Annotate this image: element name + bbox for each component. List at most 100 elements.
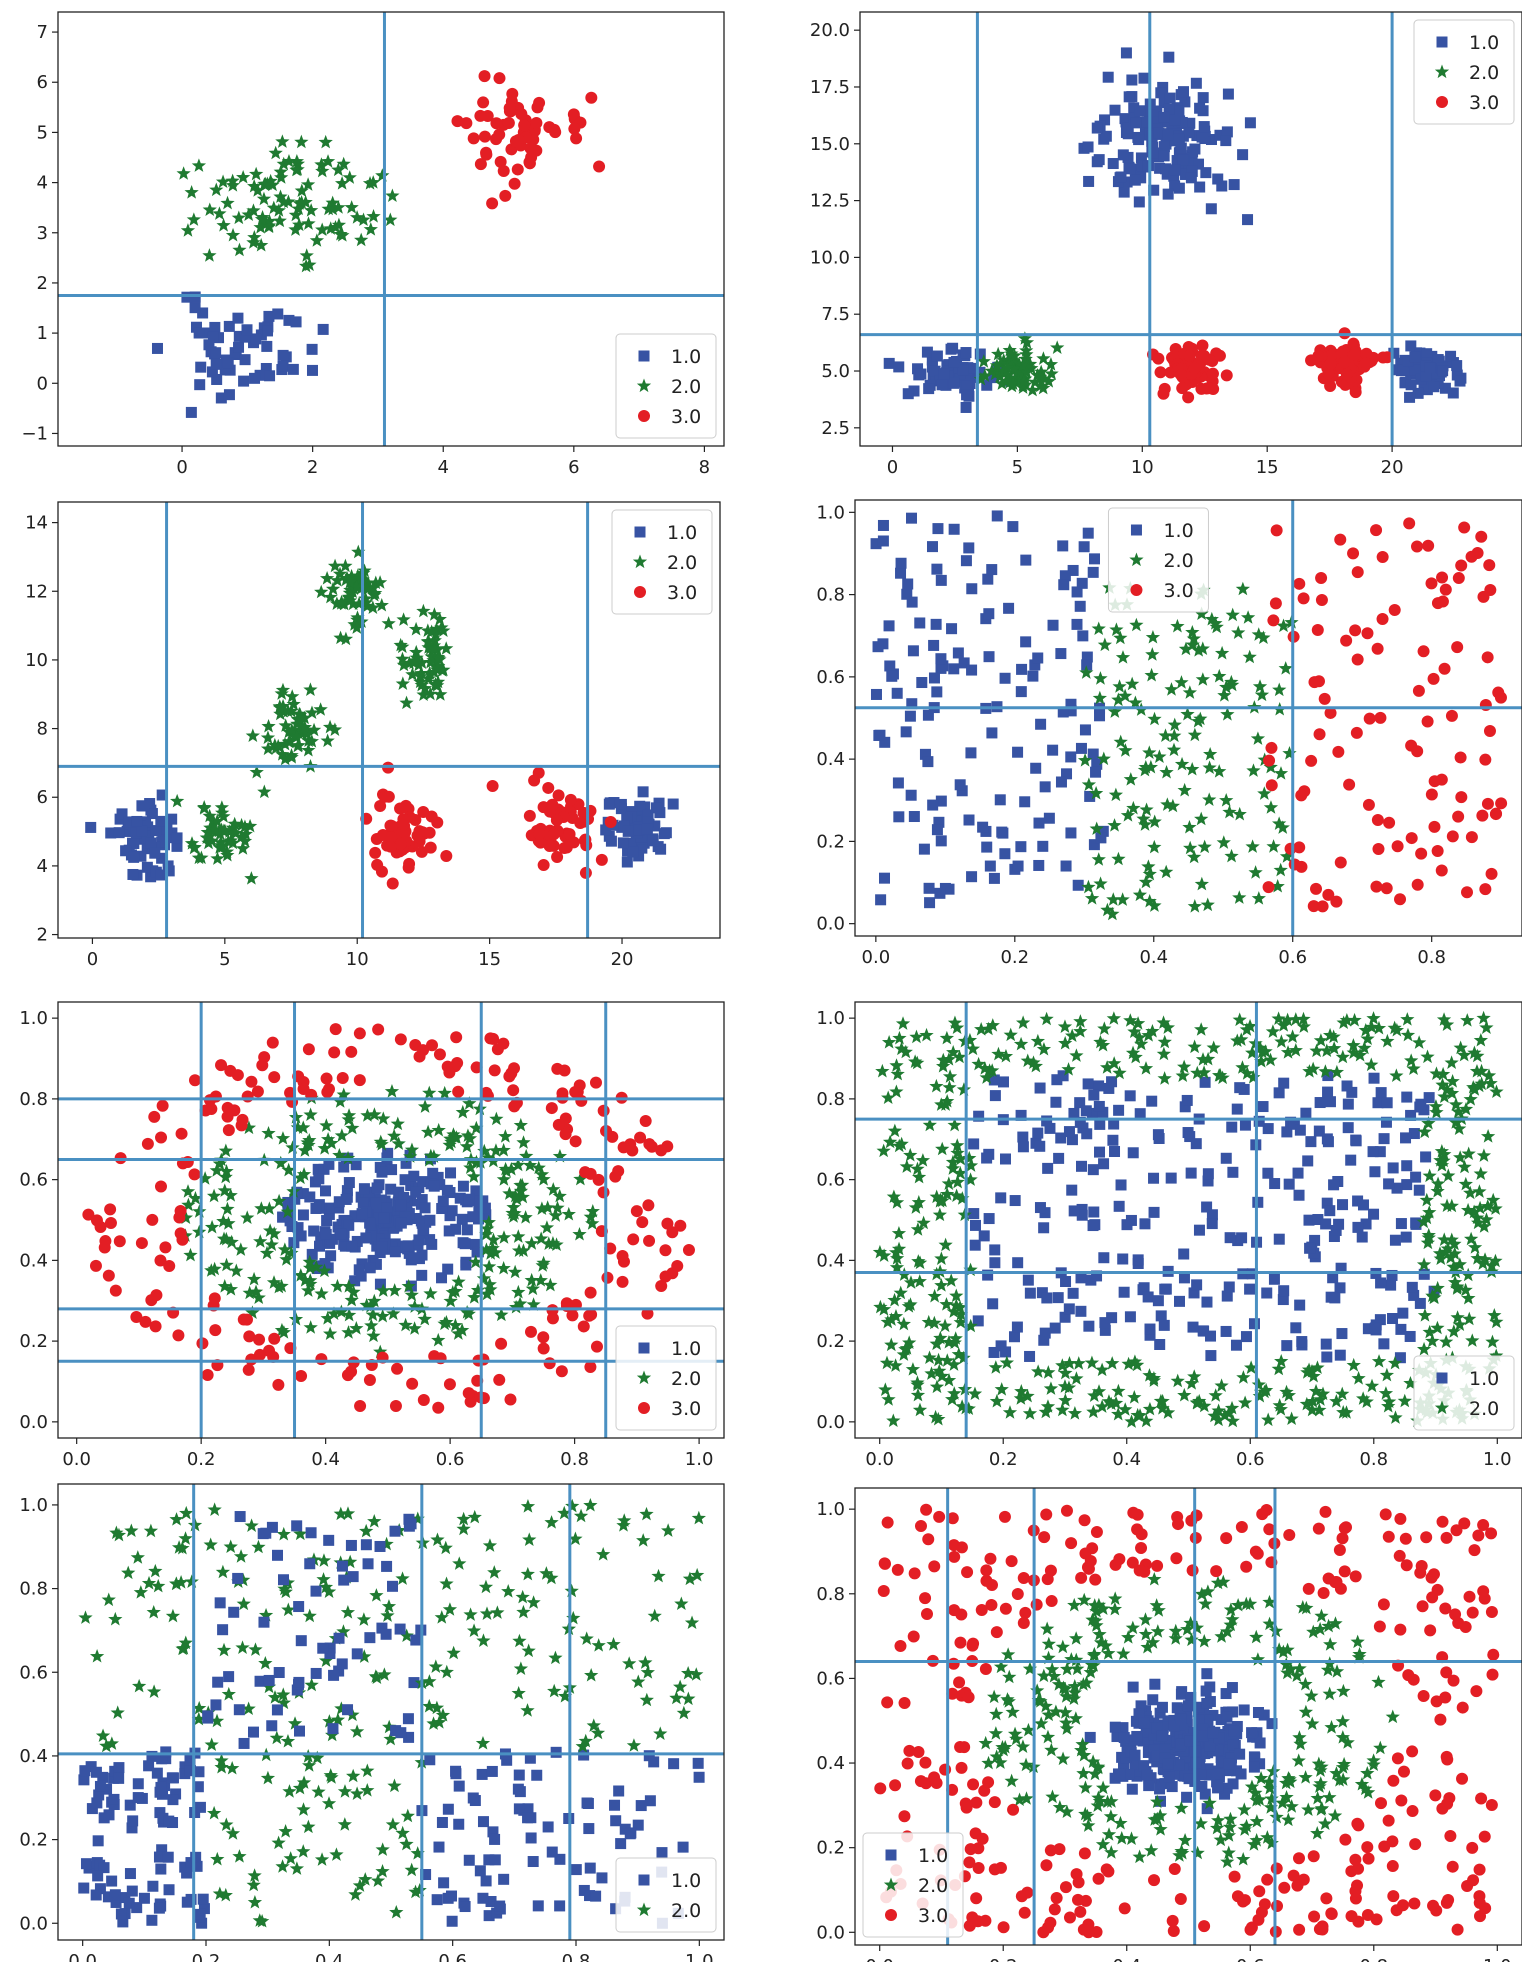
- data-point-class-2-0: [1364, 1378, 1380, 1393]
- data-point-class-1-0: [621, 812, 633, 824]
- data-point-class-2-0: [908, 1200, 924, 1214]
- data-point-class-1-0: [1041, 1115, 1053, 1127]
- data-point-class-1-0: [1408, 1128, 1420, 1140]
- data-point-class-1-0: [583, 1823, 595, 1835]
- data-point-class-2-0: [1445, 1074, 1460, 1088]
- data-point-class-2-0: [367, 1107, 382, 1121]
- data-point-class-1-0: [145, 871, 157, 883]
- data-point-class-3-0: [397, 813, 410, 826]
- y-tick-label: 8: [37, 719, 48, 740]
- data-point-class-2-0: [341, 590, 357, 605]
- data-point-class-2-0: [276, 1695, 291, 1710]
- data-point-class-2-0: [225, 835, 241, 850]
- data-point-class-2-0: [897, 1267, 912, 1281]
- data-point-class-2-0: [1327, 1808, 1343, 1822]
- data-point-class-2-0: [219, 1163, 234, 1178]
- data-point-class-2-0: [894, 1041, 909, 1056]
- data-point-class-2-0: [357, 563, 372, 578]
- data-point-class-2-0: [1147, 898, 1162, 912]
- data-point-class-3-0: [1475, 530, 1488, 543]
- data-point-class-2-0: [539, 1220, 555, 1234]
- data-point-class-1-0: [1378, 1338, 1390, 1350]
- data-point-class-1-0: [1380, 1116, 1392, 1128]
- data-point-class-1-0: [184, 1754, 196, 1766]
- data-point-class-1-0: [325, 1250, 337, 1262]
- legend-label: 2.0: [667, 552, 697, 574]
- data-point-class-2-0: [320, 733, 335, 748]
- data-point-class-2-0: [1221, 1828, 1237, 1842]
- legend-label: 2.0: [671, 376, 701, 398]
- data-point-class-2-0: [928, 1409, 943, 1424]
- data-point-class-1-0: [655, 843, 667, 855]
- data-point-class-1-0: [1133, 1708, 1145, 1720]
- data-point-class-2-0: [1141, 1028, 1156, 1042]
- data-point-class-2-0: [947, 1335, 962, 1350]
- data-point-class-1-0: [1016, 663, 1028, 675]
- data-point-class-2-0: [219, 1817, 234, 1831]
- data-point-class-1-0: [1400, 1231, 1412, 1243]
- data-point-class-2-0: [1250, 731, 1266, 745]
- data-point-class-2-0: [1108, 787, 1124, 802]
- data-point-class-2-0: [1451, 1104, 1466, 1119]
- data-point-class-2-0: [1083, 1657, 1099, 1671]
- data-point-class-1-0: [1032, 1127, 1044, 1139]
- data-point-class-2-0: [294, 134, 309, 149]
- data-point-class-3-0: [627, 1233, 640, 1246]
- data-point-class-1-0: [1138, 1760, 1150, 1772]
- data-point-class-2-0: [274, 1278, 289, 1293]
- data-point-class-2-0: [151, 1578, 166, 1593]
- data-point-class-1-0: [1168, 1714, 1180, 1726]
- data-point-class-2-0: [1313, 1033, 1329, 1047]
- data-point-class-2-0: [912, 1255, 928, 1270]
- data-point-class-1-0: [214, 1597, 226, 1609]
- data-point-class-1-0: [986, 727, 998, 739]
- data-point-class-1-0: [1066, 1184, 1078, 1196]
- data-point-class-3-0: [568, 122, 581, 135]
- data-point-class-1-0: [1207, 1727, 1219, 1739]
- data-point-class-1-0: [693, 1771, 705, 1783]
- data-point-class-2-0: [971, 1056, 986, 1071]
- data-point-class-2-0: [496, 1142, 511, 1157]
- data-point-class-2-0: [1177, 782, 1192, 797]
- data-point-class-2-0: [1240, 1066, 1255, 1080]
- data-point-class-2-0: [1381, 1398, 1396, 1413]
- data-point-class-1-0: [1387, 1313, 1399, 1325]
- data-point-class-1-0: [999, 672, 1011, 684]
- data-point-class-2-0: [367, 1514, 382, 1528]
- data-point-class-2-0: [317, 1141, 332, 1155]
- data-point-class-3-0: [1183, 349, 1196, 362]
- data-point-class-2-0: [1134, 1036, 1149, 1051]
- scatter-panel-5: 0.0 0.2 0.4 0.6 0.8 1.00.00.20.40.60.81.01.02…: [19, 1001, 725, 1470]
- data-point-class-1-0: [1447, 387, 1459, 399]
- data-point-class-2-0: [229, 1263, 244, 1278]
- data-point-class-3-0: [1387, 1890, 1400, 1903]
- data-point-class-2-0: [1452, 1317, 1467, 1332]
- data-point-class-3-0: [1446, 1860, 1459, 1873]
- data-point-class-2-0: [110, 1705, 125, 1719]
- data-point-class-1-0: [1052, 1292, 1064, 1304]
- data-point-class-2-0: [1140, 1639, 1155, 1654]
- data-point-class-2-0: [1000, 1692, 1015, 1706]
- data-point-class-2-0: [891, 1226, 907, 1240]
- data-point-class-3-0: [1265, 741, 1278, 754]
- data-point-class-2-0: [323, 221, 338, 235]
- data-point-class-2-0: [384, 1084, 400, 1098]
- data-point-class-1-0: [356, 1258, 368, 1270]
- data-point-class-1-0: [234, 1511, 246, 1523]
- data-point-class-2-0: [543, 1277, 558, 1292]
- data-point-class-3-0: [1283, 1529, 1296, 1542]
- data-point-class-1-0: [1103, 1082, 1115, 1094]
- data-point-class-2-0: [1084, 1355, 1100, 1370]
- data-point-class-1-0: [108, 1793, 120, 1805]
- data-point-class-1-0: [1394, 1352, 1406, 1364]
- data-point-class-2-0: [1062, 1356, 1077, 1370]
- data-point-class-1-0: [1117, 1722, 1129, 1734]
- data-point-class-3-0: [1395, 1794, 1408, 1807]
- data-point-class-3-0: [1417, 1689, 1430, 1702]
- data-point-class-2-0: [289, 1861, 305, 1875]
- legend-marker: [636, 378, 652, 393]
- data-point-class-1-0: [1015, 841, 1027, 853]
- data-point-class-2-0: [330, 573, 345, 587]
- data-point-class-2-0: [216, 1642, 232, 1657]
- axes-frame: [854, 499, 1522, 937]
